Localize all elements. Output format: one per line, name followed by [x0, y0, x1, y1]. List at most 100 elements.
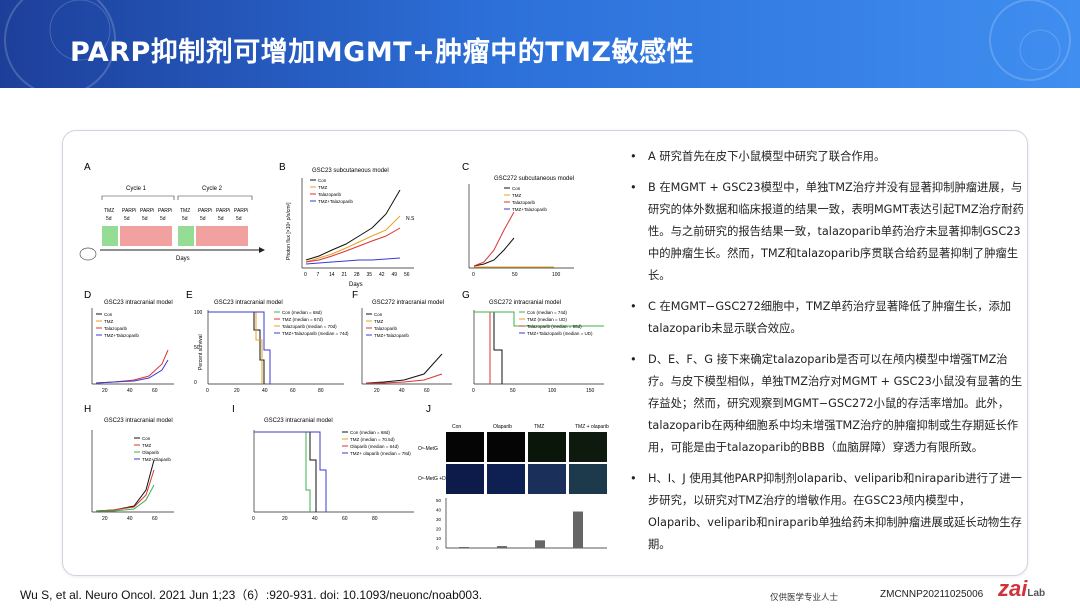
tick-label: 60 — [424, 388, 430, 394]
legend-entry: Talazoparib (median = 70d) — [282, 324, 337, 329]
a-duration-label: 5d — [182, 216, 188, 222]
j-bar — [497, 546, 507, 548]
j-column-label: TMZ — [534, 424, 544, 430]
bullet-marker: • — [630, 472, 637, 485]
a-drug-label: PARPi — [216, 208, 230, 214]
panel-letter-b: B — [279, 162, 286, 173]
f-legend: Con TMZ Talazoparib TMZ+Talazoparib — [366, 312, 409, 338]
panel-e-chart: GSC23 intracranial model Percent surviva… — [194, 300, 349, 394]
bullet-marker: • — [630, 300, 637, 313]
bullet-text: H、I、J 使用其他PARP抑制剂olaparib、veliparib和nira… — [648, 472, 1022, 551]
tick-label: 40 — [127, 516, 133, 522]
tick-label: 40 — [312, 516, 318, 522]
legend-entry: Con — [104, 312, 113, 317]
d-curve-2 — [95, 359, 169, 384]
h-curve-ola — [96, 484, 155, 512]
tick-label: 50 — [510, 388, 516, 394]
i-curve-con — [254, 431, 317, 512]
g-title: GSC272 intracranial model — [489, 300, 561, 306]
legend-entry: TMZ — [512, 193, 521, 198]
bullet-marker: • — [630, 150, 637, 163]
legend-entry: Talazoparib (median = 66d) — [527, 324, 582, 329]
tick-label: 40 — [436, 508, 442, 513]
panel-a-schedule: Cycle 1 Cycle 2 TMZ 5d PARPi 5d PARPi 5d PARPi… — [79, 186, 265, 262]
g-curve-con — [474, 311, 503, 384]
tick-label: 42 — [379, 272, 385, 278]
e-title: GSC23 intracranial model — [214, 300, 283, 306]
brain-watermark — [4, 0, 1071, 88]
i-curve-combo — [254, 431, 327, 512]
j-bar — [573, 511, 583, 548]
panel-d-chart: GSC23 intracranial model 20 40 60 Con TMZ Ta… — [91, 300, 174, 394]
b-xticks: 0 7 14 21 28 35 42 49 56 — [304, 272, 410, 278]
f-curve-2 — [366, 373, 443, 384]
legend-entry: Olaparib (median = 64d) — [350, 444, 399, 449]
tick-label: 80 — [372, 516, 378, 522]
f-curve — [365, 353, 443, 384]
tick-label: 49 — [392, 272, 398, 278]
a-duration-label: 5d — [236, 216, 242, 222]
legend-entry: Talazoparib — [374, 326, 398, 331]
tick-label: 100 — [552, 272, 561, 278]
panel-letter-a: A — [84, 162, 91, 173]
tick-label: 50 — [194, 345, 200, 351]
j-column-label: Con — [452, 424, 461, 430]
document-code: ZMCNNP20211025006 — [880, 589, 984, 600]
content-card — [62, 130, 1028, 576]
legend-entry: TMZ+Talazoparib (median = 74d) — [282, 331, 349, 336]
tick-label: 50 — [512, 272, 518, 278]
a-duration-label: 5d — [106, 216, 112, 222]
a-duration-label: 5d — [160, 216, 166, 222]
bullet-text: A 研究首先在皮下小鼠模型中研究了联合作用。 — [648, 150, 886, 163]
legend-entry: TMZ (median = 70.5d) — [350, 437, 395, 442]
tick-label: 10 — [436, 536, 442, 541]
bullet-text: B 在MGMT + GSC23模型中，单独TMZ治疗并没有显著抑制肿瘤进展，与研… — [648, 181, 1024, 282]
tick-label: 20 — [102, 516, 108, 522]
j-column-label: Olaparib — [493, 424, 512, 430]
e-legend: Con (median = 68d) TMZ (median = 67d) Tala… — [274, 310, 349, 336]
tick-label: 60 — [152, 516, 158, 522]
legend-entry: Talazoparib — [318, 192, 342, 197]
a-duration-label: 5d — [124, 216, 130, 222]
slide-title: PARP抑制剂可增加MGMT+肿瘤中的TMZ敏感性 — [70, 37, 695, 68]
legend-entry: Talazoparib — [104, 326, 128, 331]
j-bar — [535, 540, 545, 548]
tick-label: 0 — [472, 388, 475, 394]
bullet-item: • H、I、J 使用其他PARP抑制剂olaparib、veliparib和nir… — [630, 468, 1025, 556]
legend-entry: TMZ+Olaparib — [142, 457, 171, 462]
legend-entry: Con — [374, 312, 383, 317]
b-series-combo — [305, 257, 401, 265]
tick-label: 56 — [404, 272, 410, 278]
panel-b-chart: GSC23 subcutaneous model Photon flux [×1… — [286, 168, 415, 288]
tick-label: 0 — [252, 516, 255, 522]
tick-label: 0 — [194, 380, 197, 386]
legend-entry: TMZ (median = UD) — [527, 317, 567, 322]
research-figure: A B C D E F G H I J Cycle 1 Cycle 2 TMZ 5… — [79, 162, 609, 551]
legend-entry: Con (median = 68d) — [350, 430, 390, 435]
j-row1-label: O⁶-MetG — [418, 446, 438, 452]
b-series-con — [305, 189, 401, 261]
tick-label: 28 — [354, 272, 360, 278]
bullet-item: • A 研究首先在皮下小鼠模型中研究了联合作用。 — [630, 146, 1025, 168]
panel-letter-h: H — [84, 404, 91, 415]
d-curve — [95, 349, 169, 384]
a-duration-label: 5d — [218, 216, 224, 222]
a-drug-label: PARPi — [158, 208, 172, 214]
g-curve-tmz — [474, 311, 604, 327]
panel-j-images: Con Olaparib TMZ TMZ + olaparib O⁶-MetG O⁶-… — [418, 424, 609, 551]
a-drug-label: PARPi — [234, 208, 248, 214]
tick-label: 0 — [304, 272, 307, 278]
a-drug-label: PARPi — [122, 208, 136, 214]
b-ns-label: N.S — [406, 216, 415, 222]
logo-sub: Lab — [1027, 588, 1046, 599]
f-xticks: 20 40 60 — [374, 388, 430, 394]
legend-entry: Con — [318, 178, 327, 183]
legend-entry: Con — [512, 186, 521, 191]
c-legend: Con TMZ Talazoparib TMZ+Talazoparib — [504, 186, 547, 212]
b-title: GSC23 subcutaneous model — [312, 168, 389, 174]
tick-label: 60 — [290, 388, 296, 394]
tick-label: 60 — [342, 516, 348, 522]
a-cycle2-label: Cycle 2 — [202, 186, 223, 192]
legend-entry: TMZ+Talazoparib — [104, 333, 139, 338]
a-days-label: Days — [176, 256, 190, 262]
